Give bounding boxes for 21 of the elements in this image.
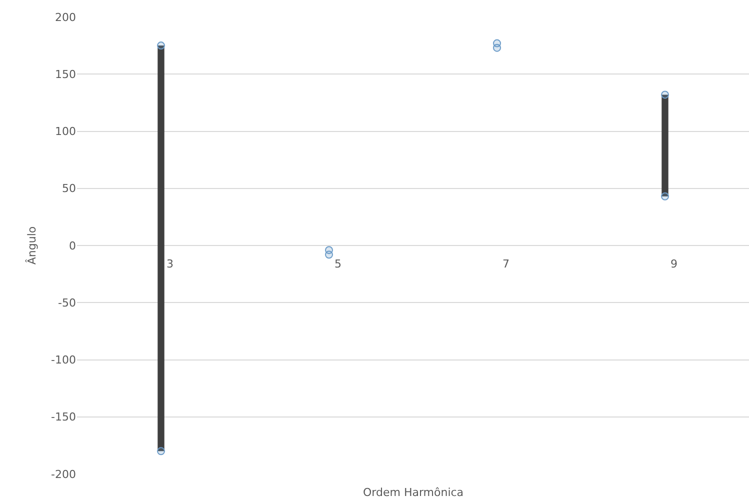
x-axis-title: Ordem Harmônica bbox=[363, 486, 464, 499]
y-tick-label: -200 bbox=[51, 468, 76, 481]
x-tick-label: 9 bbox=[670, 258, 678, 270]
y-axis-title: Ângulo bbox=[24, 226, 39, 265]
point bbox=[157, 42, 165, 50]
y-tick-label: -150 bbox=[51, 410, 76, 424]
y-tick-label: 150 bbox=[55, 68, 76, 81]
y-tick-label: -50 bbox=[58, 296, 76, 310]
x-tick-label: 5 bbox=[334, 258, 342, 270]
point bbox=[157, 447, 165, 456]
y-tick-label: 100 bbox=[55, 125, 76, 138]
x-tick-label: 3 bbox=[166, 258, 174, 270]
point bbox=[661, 192, 669, 200]
y-tick-label: 0 bbox=[69, 239, 76, 252]
point bbox=[325, 250, 333, 259]
point bbox=[493, 44, 501, 52]
y-tick-label: 50 bbox=[62, 182, 76, 196]
y-tick-label: -100 bbox=[51, 354, 76, 367]
y-tick-label: 200 bbox=[55, 10, 76, 24]
x-tick-label: 7 bbox=[502, 258, 510, 270]
point bbox=[661, 90, 669, 99]
